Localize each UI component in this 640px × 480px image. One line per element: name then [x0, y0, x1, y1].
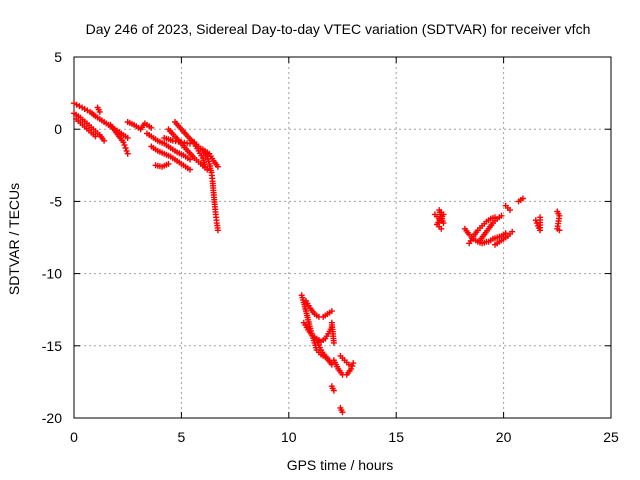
- data-point-marker: [101, 137, 108, 144]
- x-tick-label: 25: [603, 429, 619, 445]
- y-tick-label: -15: [42, 338, 62, 354]
- data-point-marker: [148, 124, 155, 131]
- data-point-marker: [165, 160, 172, 167]
- data-point-marker: [345, 361, 352, 368]
- data-point-marker: [507, 207, 513, 214]
- data-point-marker: [96, 108, 103, 115]
- data-point-marker: [214, 227, 221, 234]
- data-point-marker: [330, 387, 337, 394]
- data-point-marker: [350, 360, 357, 367]
- data-points: [71, 100, 563, 416]
- data-point-marker: [349, 363, 356, 369]
- y-tick-label: -20: [42, 410, 62, 426]
- data-point-marker: [187, 166, 193, 173]
- data-point-marker: [120, 139, 127, 146]
- y-axis-label: SDTVAR / TECUs: [6, 183, 22, 295]
- y-tick-label: -5: [50, 193, 63, 209]
- data-point-marker: [519, 195, 526, 202]
- data-point-marker: [123, 147, 130, 154]
- data-point-marker: [328, 319, 335, 326]
- chart-title: Day 246 of 2023, Sidereal Day-to-day VTE…: [86, 21, 591, 37]
- x-axis-label: GPS time / hours: [287, 457, 394, 473]
- x-tick-label: 0: [70, 429, 78, 445]
- data-point-marker: [339, 409, 346, 416]
- grid-lines: [74, 57, 611, 418]
- data-point-marker: [556, 227, 563, 234]
- x-tick-label: 15: [388, 429, 404, 445]
- x-tick-label: 20: [496, 429, 512, 445]
- data-point-marker: [214, 163, 221, 170]
- y-tick-labels: -20 -15 -10 -5 0 5: [42, 49, 62, 426]
- y-tick-label: 0: [54, 121, 62, 137]
- x-tick-label: 5: [178, 429, 186, 445]
- data-point-marker: [121, 142, 128, 149]
- data-point-marker: [509, 228, 516, 235]
- data-point-marker: [187, 156, 193, 163]
- data-point-marker: [124, 134, 131, 141]
- y-tick-label: -10: [42, 266, 62, 282]
- data-point-marker: [92, 133, 99, 140]
- data-point-marker: [498, 212, 505, 219]
- axis-ticks: [73, 56, 612, 419]
- data-point-marker: [537, 214, 544, 221]
- x-tick-labels: 0 5 10 15 20 25: [70, 429, 619, 445]
- data-point-marker: [438, 225, 445, 232]
- data-point-marker: [122, 145, 129, 151]
- plot-frame: [73, 56, 612, 419]
- x-tick-label: 10: [281, 429, 297, 445]
- y-tick-label: 5: [54, 49, 62, 65]
- data-point-marker: [124, 150, 131, 157]
- data-point-marker: [348, 365, 355, 372]
- data-point-marker: [328, 308, 335, 315]
